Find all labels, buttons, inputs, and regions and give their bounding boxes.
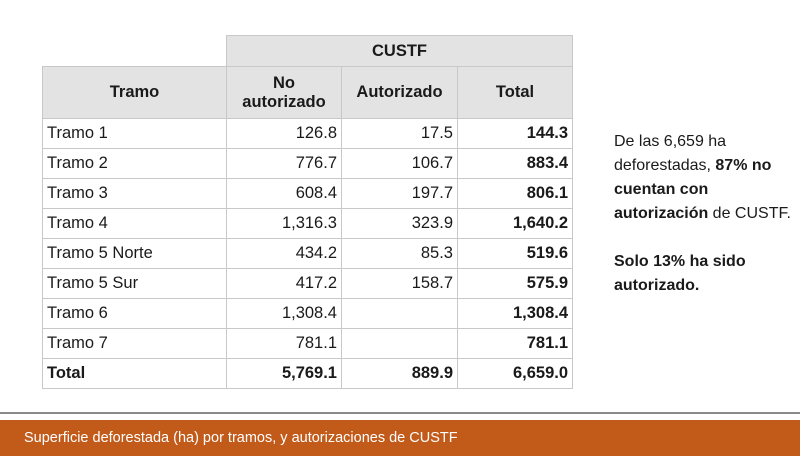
total-autorizado-cell: 889.9 [341,358,458,389]
table-row: Tramo 2 776.7 106.7 883.4 [42,148,574,179]
table-row: Tramo 4 1,316.3 323.9 1,640.2 [42,208,574,239]
tramo-cell: Tramo 4 [42,208,227,239]
autorizado-cell: 17.5 [341,118,458,149]
table-row: Tramo 6 1,308.4 1,308.4 [42,298,574,329]
grand-total-cell: 6,659.0 [456,358,574,389]
footer-caption: Superficie deforestada (ha) por tramos, … [24,430,458,446]
empty-corner-cell [43,36,227,67]
autorizado-cell: 158.7 [341,268,458,299]
summary-text: De las 6,659 ha deforestadas, [614,133,727,174]
total-cell: 575.9 [456,268,574,299]
total-no-autorizado-cell: 5,769.1 [226,358,342,389]
total-row-label: Total [42,358,227,389]
footer-caption-bar: Superficie deforestada (ha) por tramos, … [0,420,800,456]
tramo-cell: Tramo 6 [42,298,227,329]
no-autorizado-cell: 1,316.3 [226,208,342,239]
custf-group-header: CUSTF [225,35,574,67]
total-cell: 781.1 [456,328,574,359]
summary-highlight: 87% no cuentan con autorización [614,157,772,222]
no-autorizado-cell: 776.7 [226,148,342,179]
no-autorizado-cell: 417.2 [226,268,342,299]
table-row: Tramo 7 781.1 781.1 [42,328,574,359]
table-row: Tramo 3 608.4 197.7 806.1 [42,178,574,209]
summary-paragraph-1: De las 6,659 ha deforestadas, 87% no cue… [614,130,794,226]
tramo-cell: Tramo 3 [42,178,227,209]
tramo-cell: Tramo 1 [42,118,227,149]
tramo-cell: Tramo 5 Sur [42,268,227,299]
footer-divider [0,412,800,414]
table-row: Tramo 1 126.8 17.5 144.3 [42,118,574,149]
no-autorizado-column-header: No autorizado [226,66,342,119]
table-row: Tramo 5 Sur 417.2 158.7 575.9 [42,268,574,299]
summary-paragraph-2: Solo 13% ha sido autorizado. [614,250,794,298]
total-cell: 883.4 [456,148,574,179]
total-cell: 1,640.2 [456,208,574,239]
tramo-cell: Tramo 2 [42,148,227,179]
no-autorizado-cell: 434.2 [226,238,342,269]
tramo-column-header: Tramo [42,66,227,119]
total-cell: 144.3 [456,118,574,149]
autorizado-cell: 197.7 [341,178,458,209]
total-cell: 1,308.4 [456,298,574,329]
tramo-cell: Tramo 5 Norte [42,238,227,269]
no-autorizado-cell: 781.1 [226,328,342,359]
no-autorizado-cell: 1,308.4 [226,298,342,329]
total-row: Total 5,769.1 889.9 6,659.0 [42,358,574,389]
no-autorizado-cell: 608.4 [226,178,342,209]
summary-authorized-statement: Solo 13% ha sido autorizado. [614,253,746,294]
autorizado-cell [341,298,458,329]
total-cell: 806.1 [456,178,574,209]
tramo-cell: Tramo 7 [42,328,227,359]
total-column-header: Total [456,66,574,119]
autorizado-cell: 323.9 [341,208,458,239]
autorizado-column-header: Autorizado [341,66,458,119]
autorizado-cell [341,328,458,359]
no-autorizado-cell: 126.8 [226,118,342,149]
no-autorizado-header-line2: autorizado [242,92,326,111]
table-row: Tramo 5 Norte 434.2 85.3 519.6 [42,238,574,269]
autorizado-cell: 85.3 [341,238,458,269]
summary-text-end: de CUSTF. [708,205,791,222]
autorizado-cell: 106.7 [341,148,458,179]
summary-note: De las 6,659 ha deforestadas, 87% no cue… [614,130,794,298]
no-autorizado-header-line1: No [273,73,295,92]
deforestation-table: CUSTF Tramo No autorizado Autorizado Tota… [42,35,574,389]
total-cell: 519.6 [456,238,574,269]
